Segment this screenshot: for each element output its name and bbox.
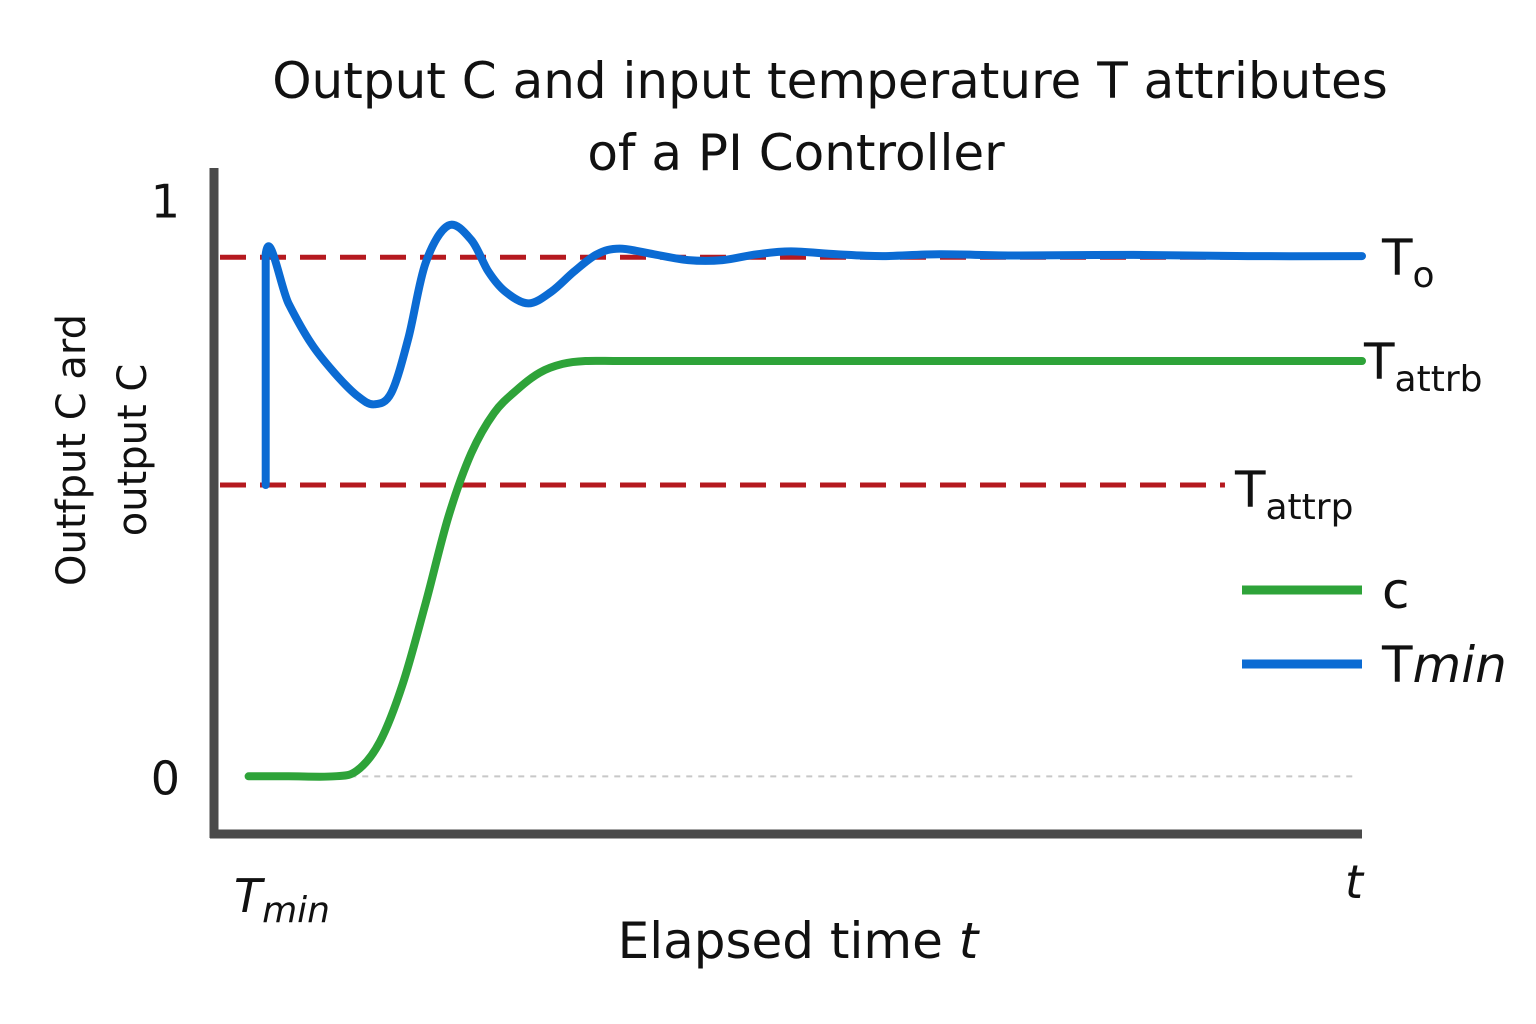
- ref-label-tattrp-sub: attrp: [1266, 487, 1354, 528]
- x-axis-title: Elapsed time t: [618, 912, 981, 970]
- axes: [209, 168, 1362, 839]
- x-tick-label-left: Tmin: [234, 869, 330, 931]
- y-axis-label-line-2: output C: [110, 364, 156, 537]
- legend-label-0-base: c: [1382, 562, 1410, 620]
- attr-label-tattrb-sub: attrb: [1395, 359, 1483, 400]
- series-group: [244, 220, 1366, 781]
- legend-label-1-base: T: [1381, 636, 1413, 694]
- x-axis-title-var: t: [959, 912, 981, 970]
- ref-label-t0: To: [1381, 229, 1435, 296]
- ref-label-tattrp-base: T: [1234, 461, 1266, 519]
- reference-lines: [220, 254, 1362, 488]
- y-axis-label-line-1: Outfput C ard: [49, 314, 95, 586]
- ref-label-t0-sub: o: [1413, 255, 1435, 296]
- attr-label-tattrb-base: T: [1363, 333, 1395, 391]
- y-tick-label-0: 0: [151, 751, 180, 805]
- title-line-1: Output C and input temperature T attribu…: [272, 52, 1388, 110]
- x-axis-title-text: Elapsed time: [618, 912, 959, 970]
- y-tick-label-1: 1: [151, 175, 180, 229]
- series-line-c: [244, 356, 1366, 781]
- x-tick-left-sub: min: [262, 890, 330, 931]
- legend-label-0: c: [1382, 562, 1410, 620]
- ref-label-tattrp: Tattrp: [1234, 461, 1354, 528]
- ref-label-t0-base: T: [1381, 229, 1413, 287]
- series-line-tmin: [261, 220, 1366, 489]
- attr-label-tattrb: Tattrb: [1363, 333, 1483, 400]
- legend-label-1: Tmin: [1381, 636, 1507, 694]
- y-axis-label: Outfput C ard output C: [49, 314, 156, 586]
- chart-title: Output C and input temperature T attribu…: [272, 52, 1388, 182]
- title-line-2: of a PI Controller: [587, 124, 1005, 182]
- x-tick-left-base: T: [234, 869, 266, 923]
- y-tick-labels: 01: [151, 175, 180, 806]
- legend-label-1-sub: min: [1413, 636, 1507, 694]
- x-tick-label-right: t: [1345, 855, 1365, 909]
